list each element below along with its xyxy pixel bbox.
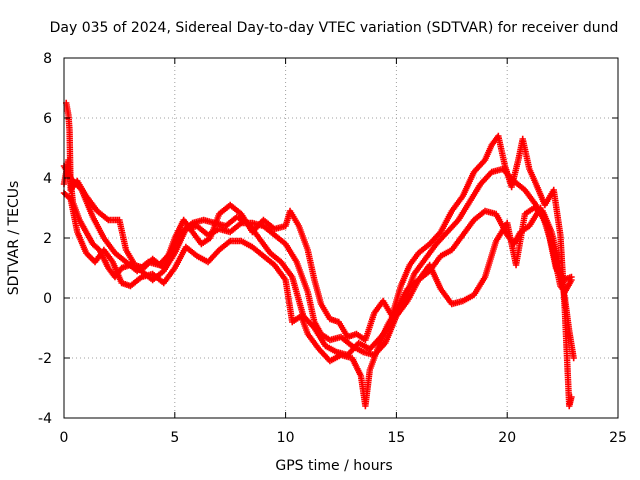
y-tick-label: 8 (43, 51, 52, 67)
grid-lines (64, 58, 618, 418)
data-point (568, 273, 575, 281)
y-tick-label: 2 (43, 231, 52, 247)
series-track-3 (63, 99, 575, 410)
data-point (570, 354, 577, 362)
y-tick-label: 0 (43, 291, 52, 307)
chart-title: Day 035 of 2024, Sidereal Day-to-day VTE… (50, 20, 619, 36)
data-point (66, 194, 73, 201)
x-tick-label: 10 (277, 430, 295, 446)
series-track-1 (60, 156, 575, 359)
x-tick-label: 15 (387, 430, 405, 446)
data-point (568, 393, 575, 401)
x-tick-label: 20 (498, 430, 516, 446)
y-tick-label: -4 (38, 411, 52, 427)
series-track-4 (60, 162, 575, 359)
x-axis-label: GPS time / hours (275, 458, 392, 474)
x-tick-label: 5 (170, 430, 179, 446)
y-tick-label: 6 (43, 111, 52, 127)
y-axis-label: SDTVAR / TECUs (6, 181, 22, 296)
x-tick-label: 0 (60, 430, 69, 446)
axis-ticks: 0 5 10 15 20 25 -4 -2 0 2 4 6 8 (38, 51, 627, 446)
x-tick-label: 25 (609, 430, 627, 446)
y-tick-label: 4 (43, 171, 52, 187)
y-tick-label: -2 (38, 351, 52, 367)
data-marks (60, 99, 577, 410)
